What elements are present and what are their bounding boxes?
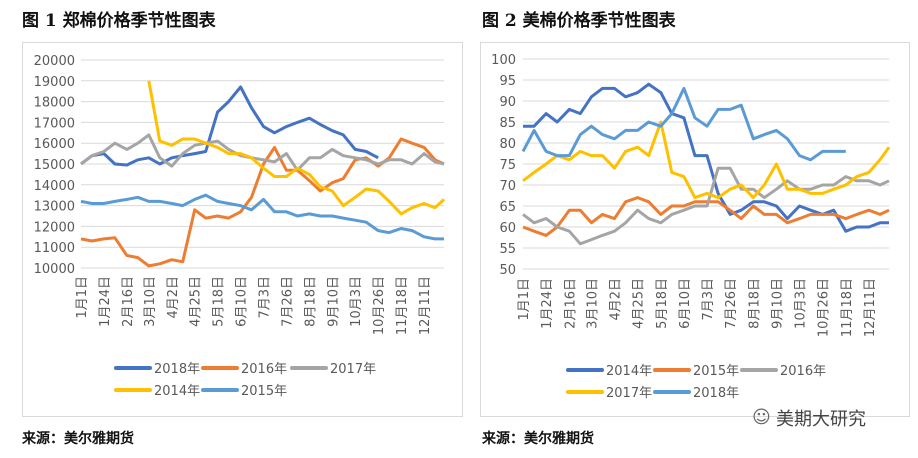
y-tick-label: 65 <box>499 200 516 215</box>
x-tick-label: 4月2日 <box>609 278 624 321</box>
legend-label: 2015年 <box>693 364 739 379</box>
y-tick-label: 95 <box>499 74 516 89</box>
x-tick-label: 10月3日 <box>349 276 364 327</box>
series-line-2014年 <box>147 80 446 216</box>
x-tick-label: 9月10日 <box>770 278 785 329</box>
x-tick-label: 1月1日 <box>75 276 90 319</box>
legend-label: 2018年 <box>154 362 200 377</box>
series-line-2015年 <box>522 196 890 237</box>
x-tick-label: 1月24日 <box>98 276 113 327</box>
x-tick-label: 12月11日 <box>418 276 433 335</box>
chart2-title: 图 2 美棉价格季节性图表 <box>482 11 676 31</box>
chart1-source: 来源：美尔雅期货 <box>22 431 134 447</box>
x-tick-label: 7月26日 <box>280 276 295 327</box>
x-tick-label: 2月16日 <box>121 276 136 327</box>
legend-label: 2015年 <box>241 384 287 399</box>
y-tick-label: 50 <box>499 263 516 278</box>
y-tick-label: 10000 <box>34 262 75 277</box>
x-tick-label: 1月24日 <box>540 278 555 329</box>
x-tick-label: 4月25日 <box>632 278 647 329</box>
y-tick-label: 55 <box>499 242 516 257</box>
x-tick-label: 6月10日 <box>678 278 693 329</box>
x-tick-label: 6月10日 <box>235 276 250 327</box>
y-tick-label: 75 <box>499 158 516 173</box>
y-tick-label: 17000 <box>34 116 75 131</box>
y-tick-label: 70 <box>499 179 516 194</box>
y-tick-label: 100 <box>491 53 516 68</box>
y-tick-label: 12000 <box>34 220 75 235</box>
y-tick-label: 13000 <box>34 200 75 215</box>
y-tick-label: 19000 <box>34 75 75 90</box>
legend-label: 2014年 <box>606 364 652 379</box>
series-line-2017年 <box>522 120 891 200</box>
y-tick-label: 20000 <box>34 54 75 69</box>
x-tick-label: 11月18日 <box>395 276 410 335</box>
x-tick-label: 7月3日 <box>257 276 272 319</box>
y-tick-label: 11000 <box>34 241 75 256</box>
legend-label: 2017年 <box>606 386 652 401</box>
chart1-title: 图 1 郑棉价格季节性图表 <box>22 11 216 31</box>
x-tick-label: 8月18日 <box>747 278 762 329</box>
x-tick-label: 7月3日 <box>701 278 716 321</box>
legend-label: 2014年 <box>154 384 200 399</box>
y-tick-label: 18000 <box>34 96 75 111</box>
legend-label: 2016年 <box>780 364 826 379</box>
x-tick-label: 10月3日 <box>794 278 809 329</box>
y-tick-label: 60 <box>499 221 516 236</box>
series-line-2015年 <box>80 193 444 241</box>
chart-2: 50 55 60 65 70 75 80 85 90 95 100 1月1日 1月24日 2月16日 3月1… <box>491 53 891 401</box>
y-tick-label: 80 <box>499 137 516 152</box>
series-line-2018年 <box>521 86 846 162</box>
x-tick-label: 12月11日 <box>863 278 878 337</box>
series-line-2018年 <box>80 85 379 167</box>
x-tick-label: 9月10日 <box>326 276 341 327</box>
series-line-2017年 <box>80 133 445 172</box>
x-tick-label: 2月16日 <box>563 278 578 329</box>
x-tick-label: 1月1日 <box>517 278 532 321</box>
x-tick-label: 4月2日 <box>166 276 181 319</box>
x-tick-label: 3月10日 <box>585 278 600 329</box>
y-tick-label: 90 <box>499 95 516 110</box>
x-tick-label: 5月18日 <box>655 278 670 329</box>
chart2-frame <box>480 42 910 417</box>
x-tick-label: 4月25日 <box>189 276 204 327</box>
y-tick-label: 14000 <box>34 179 75 194</box>
series-line-2016年 <box>522 166 890 246</box>
legend-label: 2018年 <box>693 386 739 401</box>
legend-label: 2017年 <box>330 362 376 377</box>
legend-label: 2016年 <box>241 362 287 377</box>
chart-1: 10000 11000 12000 13000 14000 15000 16000 17000… <box>34 54 446 399</box>
x-tick-label: 10月26日 <box>817 278 832 337</box>
x-tick-label: 11月18日 <box>840 278 855 337</box>
x-tick-label: 5月18日 <box>212 276 227 327</box>
x-tick-label: 3月10日 <box>143 276 158 327</box>
wechat-icon: ☺ <box>752 407 771 428</box>
y-tick-label: 85 <box>499 116 516 131</box>
series-line-2014年 <box>523 82 889 233</box>
x-tick-label: 10月26日 <box>372 276 387 335</box>
y-tick-label: 16000 <box>34 137 75 152</box>
y-tick-label: 15000 <box>34 158 75 173</box>
chart2-source: 来源：美尔雅期货 <box>482 431 594 447</box>
x-tick-label: 8月18日 <box>303 276 318 327</box>
chart1-frame <box>22 42 463 417</box>
x-tick-label: 7月26日 <box>724 278 739 329</box>
watermark: 美期大研究 <box>776 409 866 430</box>
